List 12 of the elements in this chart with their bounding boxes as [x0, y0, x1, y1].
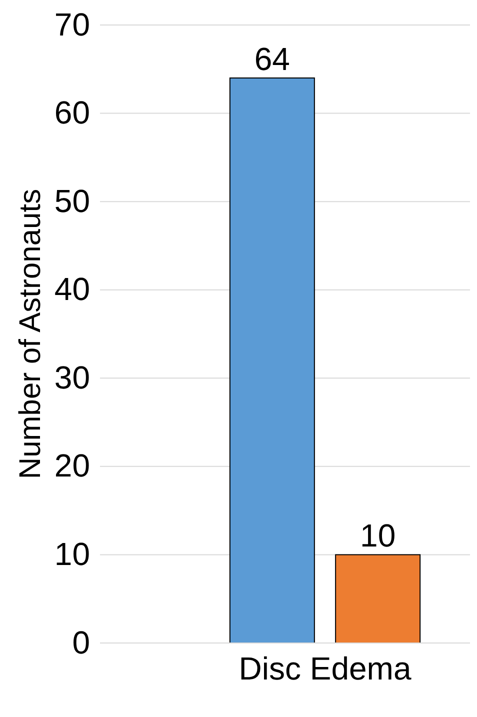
y-tick-label: 0 — [72, 624, 90, 660]
y-tick-label: 50 — [54, 182, 90, 219]
y-axis-title: Number of Astronauts — [14, 188, 47, 480]
y-tick-label: 40 — [54, 271, 90, 308]
y-tick-label: 30 — [54, 359, 90, 396]
data-label: 10 — [360, 518, 396, 554]
data-label: 64 — [254, 40, 290, 77]
y-tick-label: 60 — [54, 94, 90, 131]
y-tick-label: 20 — [54, 448, 90, 484]
y-tick-label: 10 — [54, 536, 90, 572]
x-tick-label: Disc Edema — [238, 650, 412, 687]
y-tick-label: 70 — [54, 6, 90, 42]
